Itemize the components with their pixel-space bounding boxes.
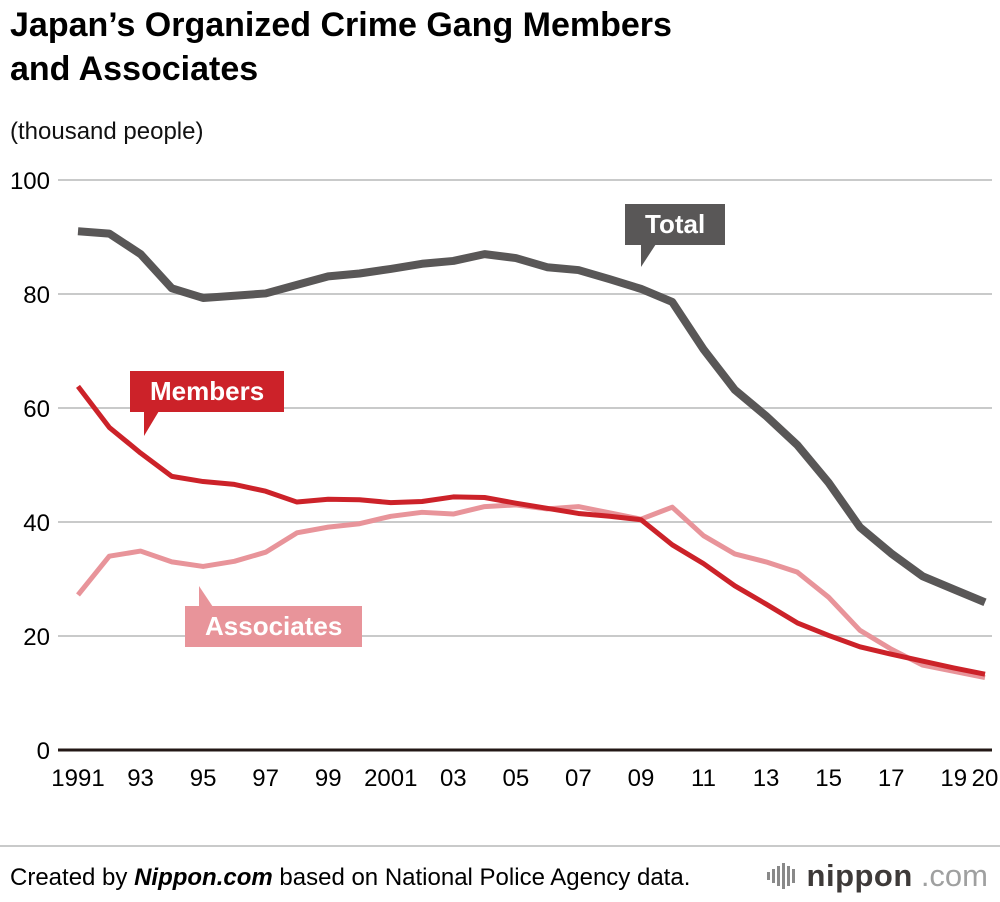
series-line-members — [76, 384, 986, 677]
source-attribution: Created by Nippon.com based on National … — [10, 864, 690, 892]
y-tick-label-100: 100 — [10, 168, 50, 195]
x-tick-label-17: 17 — [878, 765, 905, 792]
source-attribution-suffix: based on National Police Agency data. — [272, 864, 691, 891]
series-line-total — [77, 227, 987, 607]
members-series-callout: Members — [130, 371, 285, 436]
x-tick-label-15: 15 — [815, 765, 842, 792]
x-tick-label-19: 19 — [940, 765, 967, 792]
total-series-callout: Total — [625, 204, 726, 267]
x-tick-label-95: 95 — [190, 765, 217, 792]
chart-title-line1: Japan’s Organized Crime Gang Members — [10, 6, 672, 44]
x-tick-label-13: 13 — [753, 765, 780, 792]
logo-domain-text: .com — [920, 858, 988, 893]
nippon-com-logo: nippon .com — [765, 858, 988, 894]
y-tick-label-20: 20 — [23, 624, 50, 651]
x-tick-label-11: 11 — [691, 765, 716, 792]
y-axis-unit-label: (thousand people) — [10, 118, 204, 145]
y-tick-label-0: 0 — [37, 738, 50, 765]
x-tick-label-20: 20 — [972, 765, 999, 792]
series-line-associates — [76, 502, 986, 681]
source-attribution-brand: Nippon.com — [134, 864, 273, 891]
x-tick-label-07: 07 — [565, 765, 592, 792]
y-tick-label-60: 60 — [23, 396, 50, 423]
associates-series-callout: Associates — [185, 586, 363, 647]
footer-divider — [0, 845, 1000, 847]
y-tick-label-40: 40 — [23, 510, 50, 537]
chart-title: Japan’s Organized Crime Gang Members and… — [10, 4, 672, 91]
y-tick-label-80: 80 — [23, 282, 50, 309]
logo-name-text: nippon — [806, 858, 913, 893]
x-tick-label-09: 09 — [628, 765, 655, 792]
x-tick-label-03: 03 — [440, 765, 467, 792]
chart-title-line2: and Associates — [10, 49, 259, 88]
line-chart: 0 20 40 60 80 100 1991 93 95 97 99 2001 03 05 07 09 11 13… — [10, 168, 999, 792]
source-attribution-prefix: Created by — [10, 864, 135, 891]
x-tick-label-2001: 2001 — [364, 765, 417, 792]
x-tick-label-99: 99 — [315, 765, 342, 792]
nippon-logo-bars-icon — [766, 863, 795, 889]
x-tick-label-1991: 1991 — [51, 765, 104, 792]
x-tick-label-05: 05 — [503, 765, 530, 792]
x-tick-label-97: 97 — [252, 765, 279, 792]
x-tick-label-93: 93 — [127, 765, 154, 792]
